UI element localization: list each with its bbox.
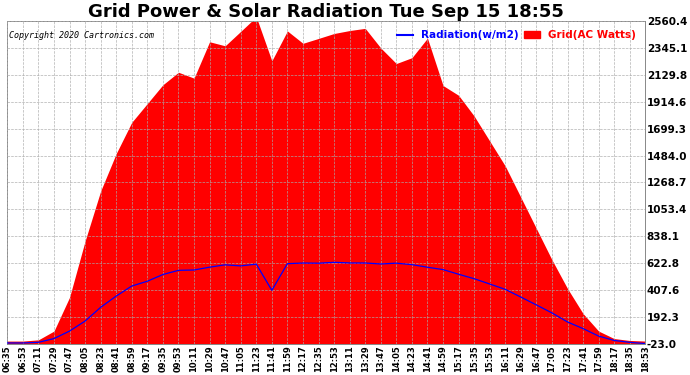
Text: Copyright 2020 Cartronics.com: Copyright 2020 Cartronics.com bbox=[8, 31, 154, 40]
Title: Grid Power & Solar Radiation Tue Sep 15 18:55: Grid Power & Solar Radiation Tue Sep 15 … bbox=[88, 3, 564, 21]
Legend: Radiation(w/m2), Grid(AC Watts): Radiation(w/m2), Grid(AC Watts) bbox=[393, 26, 640, 45]
